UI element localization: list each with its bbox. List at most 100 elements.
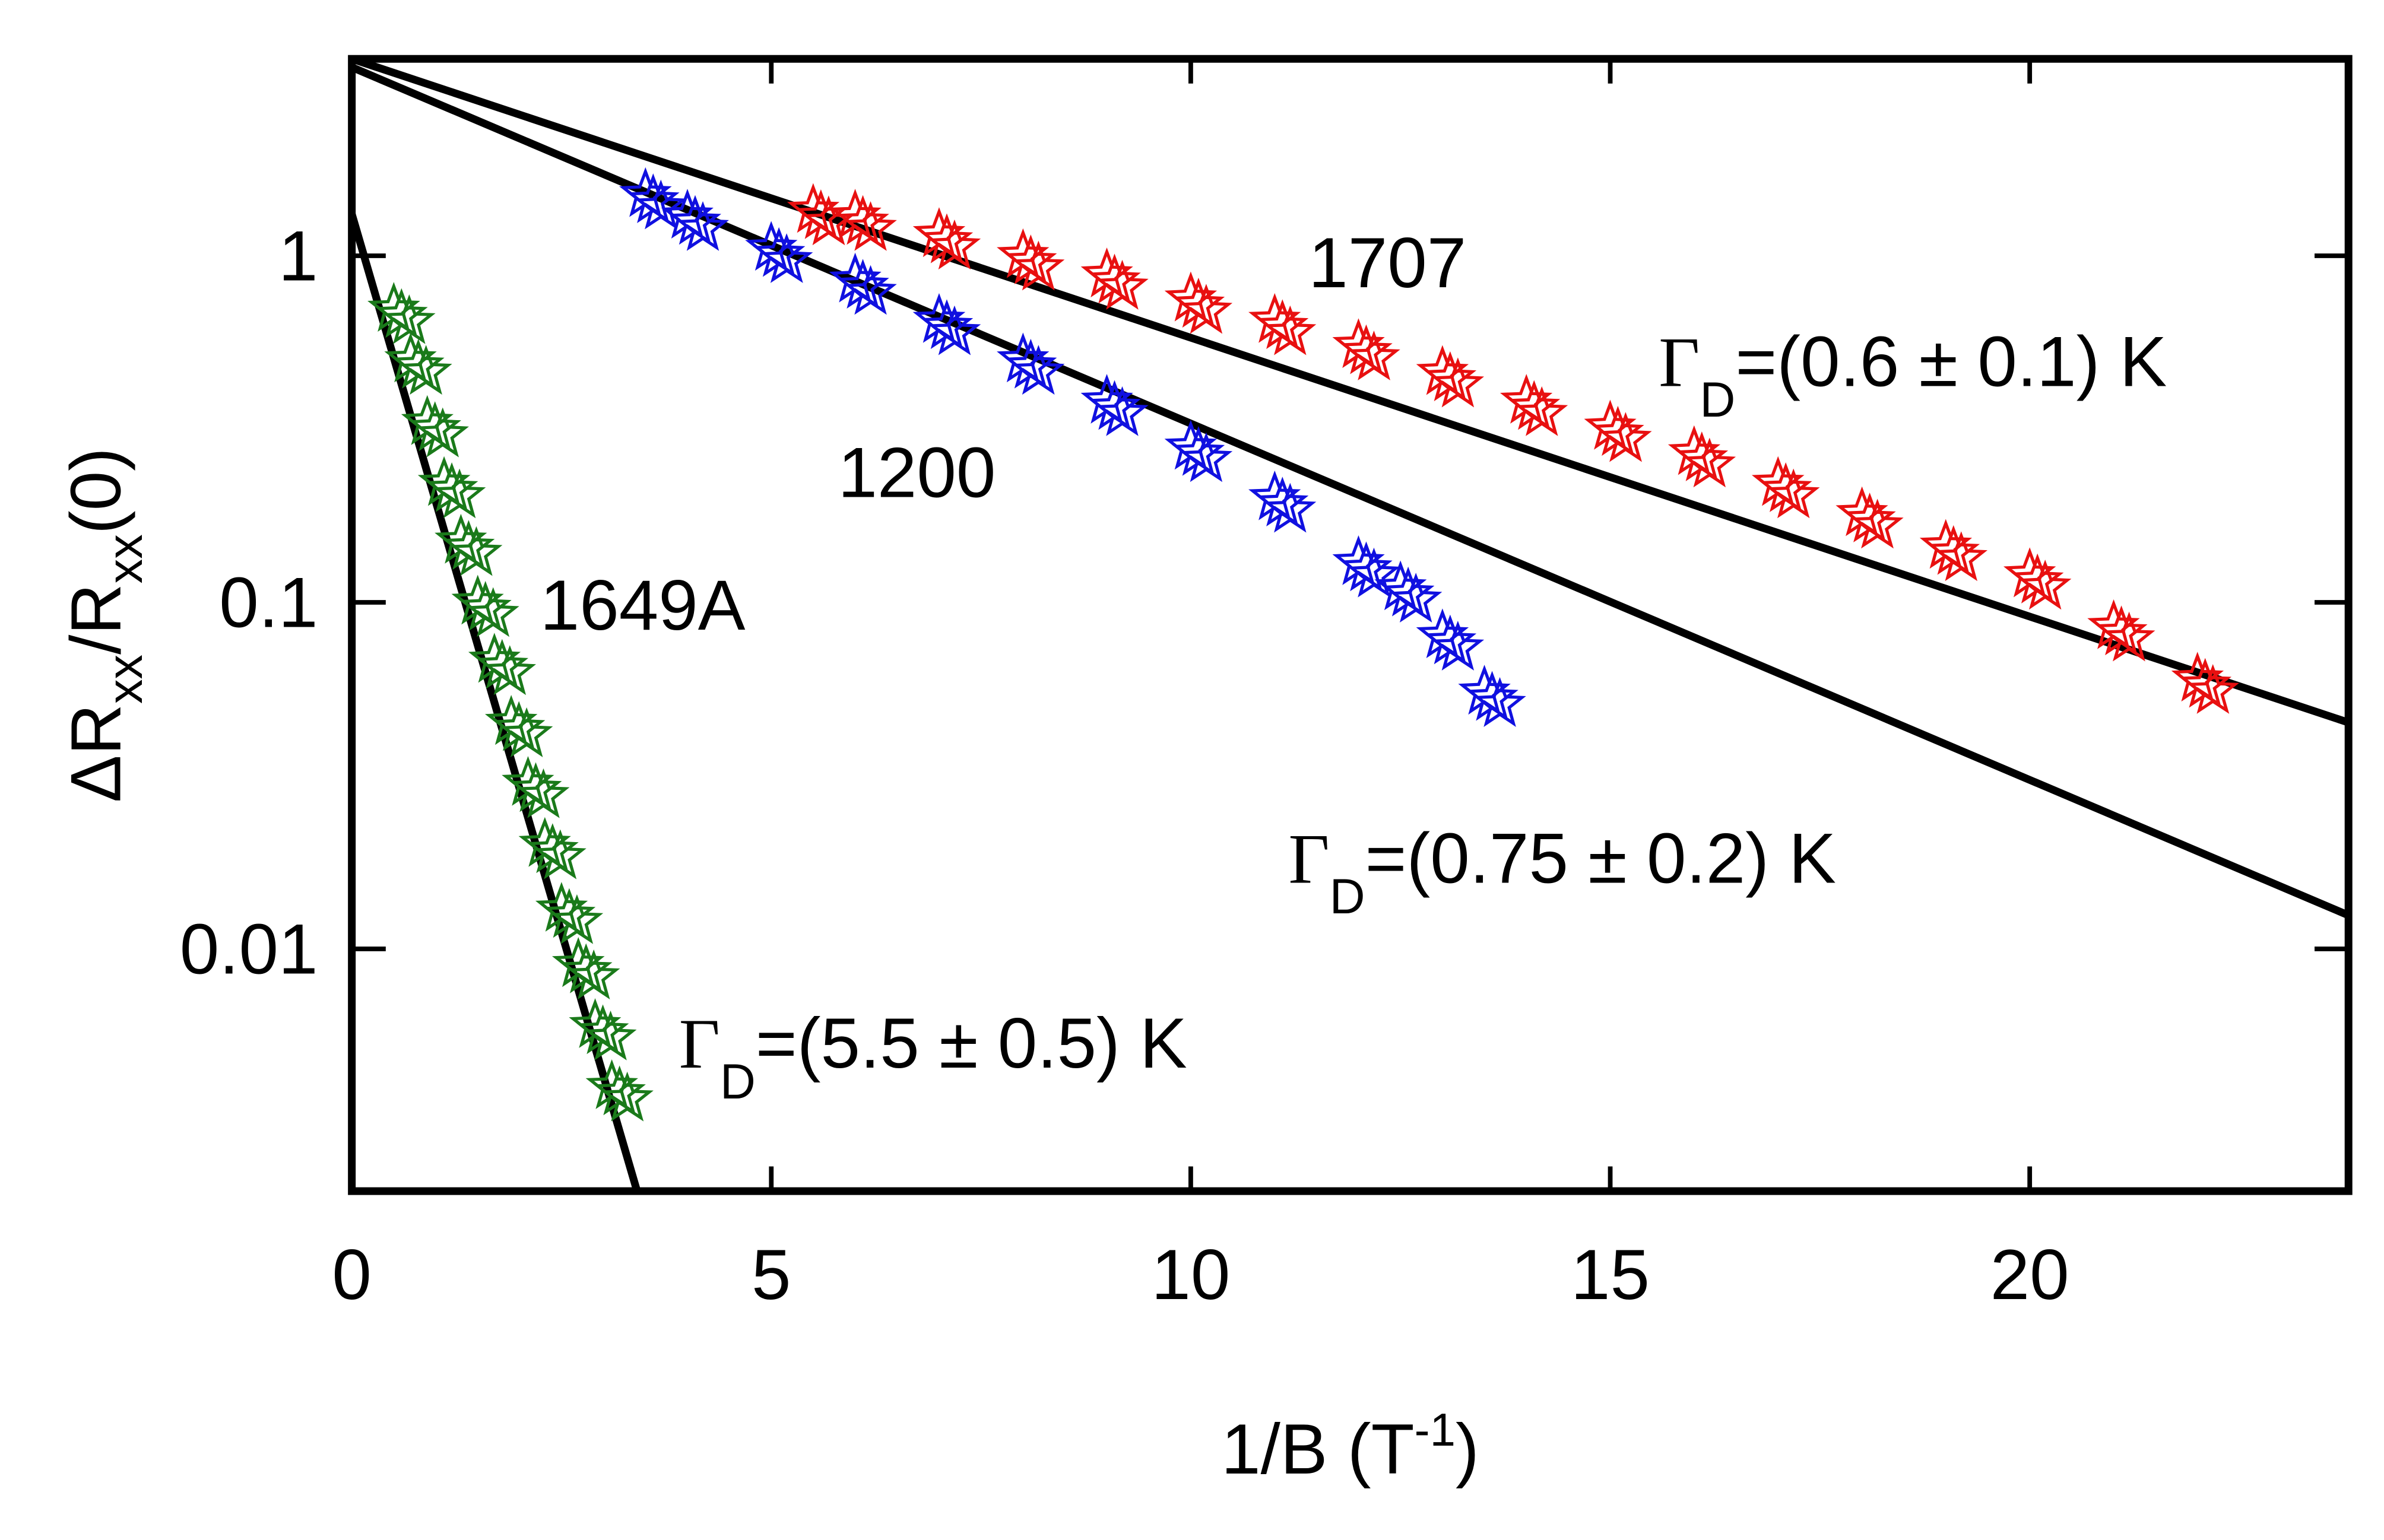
star-marker: [1088, 253, 1141, 304]
star-marker: [559, 943, 613, 993]
star-marker: [2179, 658, 2232, 708]
series-label: 1707: [1308, 224, 1466, 303]
y-tick-label: 0.1: [219, 564, 318, 643]
star-marker: [1935, 531, 1988, 582]
x-tick-label: 20: [1990, 1236, 2069, 1314]
star-marker: [526, 823, 579, 874]
star-marker: [475, 639, 529, 689]
y-tick-label: 1: [278, 217, 318, 296]
star-marker: [676, 201, 729, 251]
star-marker: [517, 768, 570, 818]
star-marker: [928, 219, 981, 270]
star-marker: [2011, 553, 2064, 604]
star-marker: [1927, 525, 1980, 575]
star-marker: [400, 345, 452, 395]
star-marker: [1675, 431, 1729, 481]
x-tick-label: 15: [1571, 1236, 1650, 1314]
star-marker: [1424, 614, 1477, 665]
series-label: 1649A: [540, 566, 746, 645]
label-part: ): [1456, 1410, 1479, 1489]
subscript: D: [1700, 372, 1735, 427]
label-part: /R: [57, 583, 136, 655]
fit-line: [351, 59, 2349, 726]
star-marker: [584, 1010, 637, 1060]
star-marker: [1096, 386, 1149, 436]
star-marker: [1683, 437, 1736, 488]
star-marker: [1256, 299, 1309, 350]
star-marker: [1256, 477, 1309, 527]
star-marker: [1348, 547, 1400, 598]
star-marker: [375, 288, 428, 338]
star-marker: [467, 587, 519, 637]
star-marker: [844, 201, 897, 251]
star-marker: [550, 894, 604, 944]
star-marker: [1382, 566, 1435, 617]
star-marker: [1180, 432, 1233, 482]
star-marker: [920, 299, 974, 350]
x-axis-label: 1/B (T-1): [1221, 1404, 1479, 1489]
subscript: xx: [97, 534, 153, 583]
star-marker: [416, 407, 469, 458]
star-marker: [1180, 284, 1233, 334]
star-marker: [635, 179, 687, 230]
annotation: ΓD=(5.5 ± 0.5) K: [679, 1004, 1187, 1109]
star-marker: [1004, 234, 1057, 285]
star-marker: [844, 265, 897, 315]
star-marker: [1507, 380, 1561, 430]
fit-line: [351, 63, 2349, 919]
star-marker: [1340, 324, 1393, 374]
star-marker: [425, 462, 478, 512]
star-marker: [1424, 351, 1477, 402]
y-tick-label: 0.01: [180, 910, 318, 989]
star-marker: [1473, 677, 1526, 728]
star-marker: [760, 233, 813, 283]
star-marker: [928, 305, 981, 355]
subscript: xx: [97, 655, 153, 704]
star-marker: [1843, 492, 1896, 542]
star-marker: [1466, 671, 1518, 721]
superscript: -1: [1415, 1404, 1456, 1456]
star-marker: [1431, 357, 1485, 408]
star-marker: [1012, 240, 1065, 291]
gamma: Γ: [679, 1004, 720, 1083]
star-marker: [500, 707, 553, 757]
star-marker: [576, 1004, 629, 1055]
star-marker: [2103, 611, 2155, 662]
star-marker: [1390, 573, 1443, 623]
star-marker: [836, 259, 889, 309]
annotation-text: =(0.75 ± 0.2) K: [1365, 819, 1836, 898]
subscript: D: [1330, 869, 1365, 924]
annotation: ΓD=(0.6 ± 0.1) K: [1659, 322, 2167, 427]
star-marker: [1172, 277, 1225, 328]
plot-frame: [348, 55, 2353, 1195]
star-marker: [836, 195, 889, 245]
star-marker: [2018, 560, 2072, 610]
label-part: ΔR: [57, 704, 136, 802]
y-axis-label: ΔRxx/Rxx(0): [57, 447, 153, 802]
star-marker: [2186, 664, 2240, 714]
annotation-text: =(0.6 ± 0.1) K: [1735, 322, 2167, 401]
star-marker: [492, 701, 546, 751]
fit-line: [351, 212, 641, 1192]
star-marker: [408, 401, 461, 452]
star-marker: [392, 338, 445, 389]
star-marker: [920, 213, 974, 263]
star-marker: [1515, 386, 1568, 436]
star-marker: [433, 468, 486, 519]
star-marker: [668, 195, 721, 245]
star-marker: [483, 645, 537, 696]
star-marker: [1759, 462, 1812, 512]
star-marker: [543, 888, 596, 938]
star-marker: [1767, 468, 1820, 519]
star-marker: [1096, 259, 1149, 310]
star-marker: [509, 762, 562, 812]
x-tick-label: 5: [752, 1236, 791, 1314]
gamma: Γ: [1659, 322, 1700, 401]
series-label: 1200: [838, 433, 996, 512]
star-marker: [1012, 345, 1065, 395]
star-marker: [1004, 338, 1057, 389]
star-marker: [1264, 482, 1317, 533]
star-marker: [2095, 605, 2148, 656]
star-marker: [1431, 620, 1485, 671]
